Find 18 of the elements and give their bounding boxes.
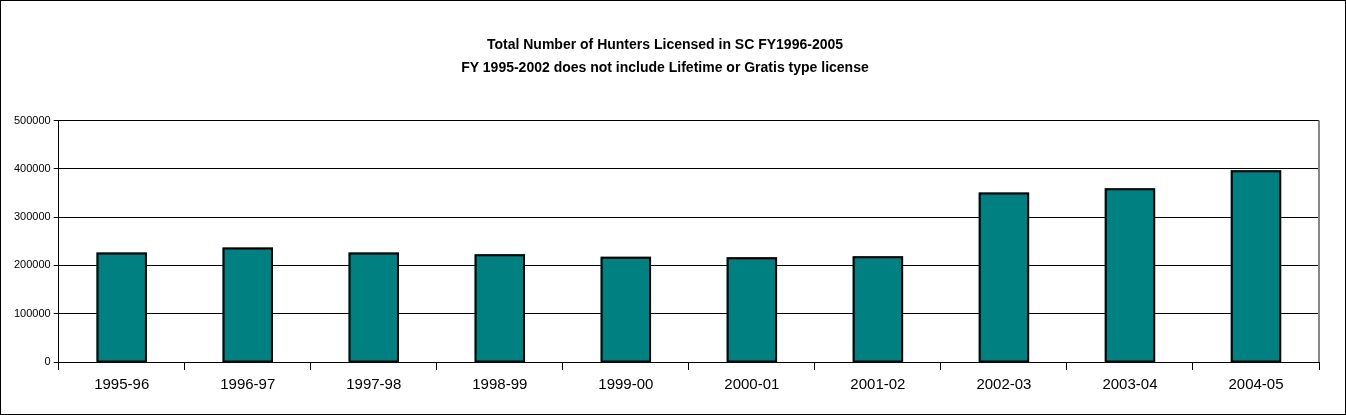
- y-tick-label: 0: [44, 355, 51, 368]
- x-tick-label: 1998-99: [472, 375, 528, 393]
- x-tick-label: 2000-01: [724, 375, 780, 393]
- x-tick-label: 1999-00: [598, 375, 654, 393]
- chart-title: Total Number of Hunters Licensed in SC FY1996-2005: [486, 36, 844, 53]
- x-tick-label: 2001-02: [850, 375, 906, 393]
- chart-subtitle: FY 1995-2002 does not include Lifetime or Gratis type license: [461, 59, 869, 76]
- x-tick-label: 1996-97: [220, 375, 276, 393]
- y-tick-label: 400000: [13, 161, 51, 174]
- y-tick-label: 200000: [13, 258, 51, 271]
- y-tick-label: 100000: [13, 306, 51, 319]
- y-tick-label: 500000: [13, 113, 51, 126]
- x-tick-label: 2004-05: [1228, 375, 1284, 393]
- y-tick-label: 300000: [13, 210, 51, 223]
- x-tick-label: 2003-04: [1102, 375, 1158, 393]
- x-tick-label: 1997-98: [346, 375, 402, 393]
- x-tick-label: 1995-96: [94, 375, 150, 393]
- x-tick-label: 2002-03: [976, 375, 1032, 393]
